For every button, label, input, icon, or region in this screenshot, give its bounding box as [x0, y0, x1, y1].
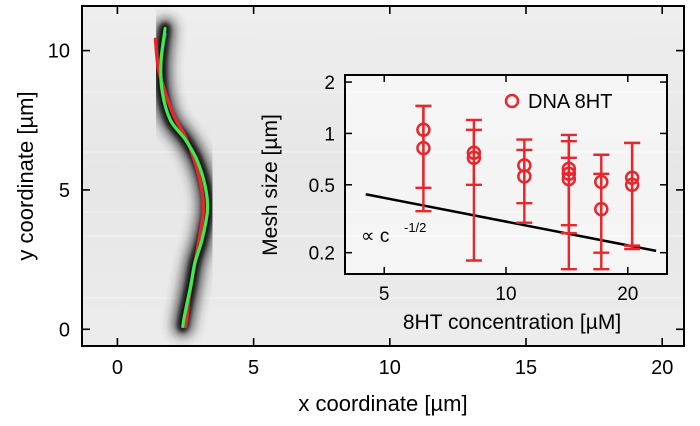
inset-y-tick-label: 0.5 — [309, 176, 335, 197]
main-x-axis-label: x coordinate [µm] — [298, 391, 467, 416]
main-y-axis-label: y coordinate [µm] — [13, 91, 38, 260]
data-point — [561, 161, 577, 177]
inset-legend: DNA 8HT — [504, 91, 612, 113]
inset-x-axis-label: 8HT concentration [µM] — [403, 311, 621, 334]
data-point — [466, 145, 482, 161]
data-point — [517, 169, 532, 184]
x-tick-label: 15 — [515, 357, 537, 379]
data-point — [624, 170, 640, 185]
trace-line — [159, 26, 210, 328]
data-point — [561, 171, 577, 187]
y-tick-label: 0 — [59, 319, 70, 341]
main-axis-ticks — [82, 6, 684, 346]
inset-plot-content — [365, 104, 657, 271]
x-tick-label: 10 — [379, 357, 401, 379]
trace-lines — [153, 26, 210, 329]
fit-annotation-text: ∝ c — [361, 226, 389, 247]
inset-y-tick-label: 0.2 — [309, 244, 335, 265]
y-tick-label: 10 — [48, 41, 70, 63]
inset-y-tick-label: 2 — [324, 73, 335, 94]
data-point — [561, 166, 577, 182]
inset-panel — [345, 75, 667, 274]
inset-y-axis-label: Mesh size [µm] — [259, 114, 282, 256]
inset-x-tick-label: 10 — [495, 284, 516, 305]
data-point — [416, 140, 431, 156]
inset-x-tick-label: 5 — [379, 284, 390, 305]
inset-x-tick-label: 20 — [617, 284, 638, 305]
legend-label: DNA 8HT — [528, 91, 612, 113]
y-tick-label: 5 — [59, 180, 70, 202]
x-tick-label: 5 — [248, 357, 259, 379]
data-point — [594, 174, 609, 190]
fit-annotation-exponent: -1/2 — [404, 220, 426, 235]
main-plot-frame — [81, 5, 685, 347]
data-point — [416, 122, 431, 138]
data-point — [624, 177, 640, 193]
fit-annotation: ∝ c -1/2 — [361, 220, 426, 247]
data-point — [594, 201, 609, 217]
inset-tick-labels: 5 10 20 0.2 0.5 1 2 — [309, 73, 639, 305]
inset-y-tick-label: 1 — [324, 124, 335, 145]
x-tick-label: 20 — [651, 357, 673, 379]
fit-line — [365, 193, 657, 253]
data-point — [466, 150, 482, 166]
legend-marker — [504, 93, 520, 109]
inset-axis-ticks — [345, 75, 667, 274]
x-tick-label: 0 — [112, 357, 123, 379]
